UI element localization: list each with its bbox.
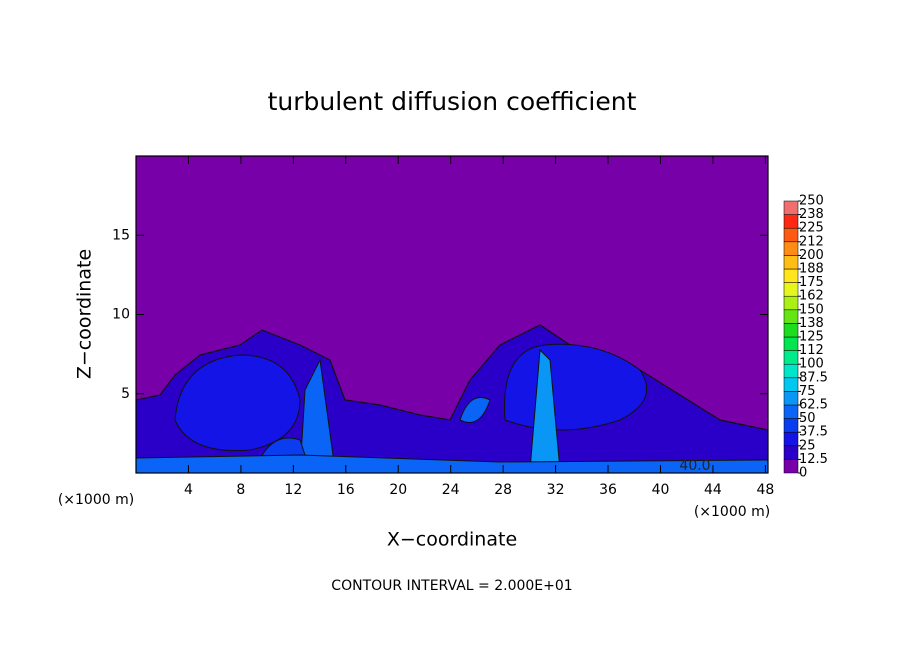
x-tick-label: 12: [284, 482, 302, 498]
colorbar-label: 125: [799, 330, 824, 345]
x-tick-label: 36: [599, 482, 617, 498]
x-unit: (×1000 m): [58, 492, 134, 508]
colorbar-label: 238: [799, 207, 824, 222]
colorbar-swatch: [783, 363, 799, 379]
y-tick-label: 15: [112, 227, 130, 243]
x-tick-label: 24: [442, 482, 460, 498]
colorbar-swatch: [783, 336, 799, 351]
y-axis-label: Z−coordinate: [74, 249, 96, 379]
colorbar-label: 200: [799, 248, 824, 263]
y-tick-label: 5: [121, 386, 130, 402]
colorbar-swatch: [783, 227, 799, 243]
colorbar-swatch: [783, 391, 799, 406]
colorbar-label: 25: [799, 438, 816, 453]
colorbar-label: 87.5: [799, 370, 828, 385]
x-tick-label: 4: [184, 482, 193, 498]
colorbar-swatch: [783, 459, 799, 474]
colorbar-swatch: [783, 282, 799, 297]
colorbar-label: 100: [799, 357, 824, 372]
colorbar-swatch: [783, 295, 799, 311]
colorbar-swatch: [783, 404, 799, 419]
colorbar-swatch: [783, 350, 799, 365]
colorbar-swatch: [783, 309, 799, 324]
x-tick-label: 44: [704, 482, 722, 498]
colorbar-label: 162: [799, 289, 824, 304]
colorbar-swatch: [783, 200, 799, 215]
colorbar-label: 188: [799, 262, 824, 277]
colorbar-swatch: [783, 377, 799, 392]
colorbar-label: 75: [799, 384, 816, 399]
colorbar-label: 37.5: [799, 425, 828, 440]
colorbar-label: 138: [799, 316, 824, 331]
x-tick-label: 16: [337, 482, 355, 498]
colorbar-label: 250: [799, 194, 824, 209]
colorbar-label: 62.5: [799, 398, 828, 413]
colorbar-swatch: [783, 214, 799, 229]
colorbar-label: 12.5: [799, 452, 828, 467]
y-tick-label: 10: [112, 307, 130, 323]
chart-title: turbulent diffusion coefficient: [268, 87, 637, 116]
colorbar-swatch: [783, 255, 799, 270]
colorbar-swatch: [783, 241, 799, 256]
colorbar-label: 150: [799, 302, 824, 317]
x-tick-label: 28: [494, 482, 512, 498]
x-tick-label: 48: [756, 482, 774, 498]
colorbar-swatch: [783, 268, 799, 283]
x-tick-label: 20: [389, 482, 407, 498]
x-tick-label: 32: [547, 482, 565, 498]
colorbar-label: 225: [799, 221, 824, 236]
x-tick-label: 40: [652, 482, 670, 498]
x-axis-label: X−coordinate: [387, 529, 517, 551]
contour-label: 40.0: [679, 458, 710, 474]
contour-field: [136, 156, 768, 473]
colorbar-label: 50: [799, 411, 816, 426]
x-tick-label: 8: [236, 482, 245, 498]
footer-note: CONTOUR INTERVAL = 2.000E+01: [331, 578, 572, 594]
colorbar-swatch: [783, 323, 799, 338]
x-unit: (×1000 m): [694, 504, 770, 520]
colorbar-swatch: [783, 431, 799, 447]
colorbar-swatch: [783, 445, 799, 460]
colorbar-label: 112: [799, 343, 824, 358]
colorbar-label: 212: [799, 234, 824, 249]
colorbar-label: 0: [799, 466, 807, 481]
colorbar-swatch: [783, 418, 799, 433]
colorbar-label: 175: [799, 275, 824, 290]
